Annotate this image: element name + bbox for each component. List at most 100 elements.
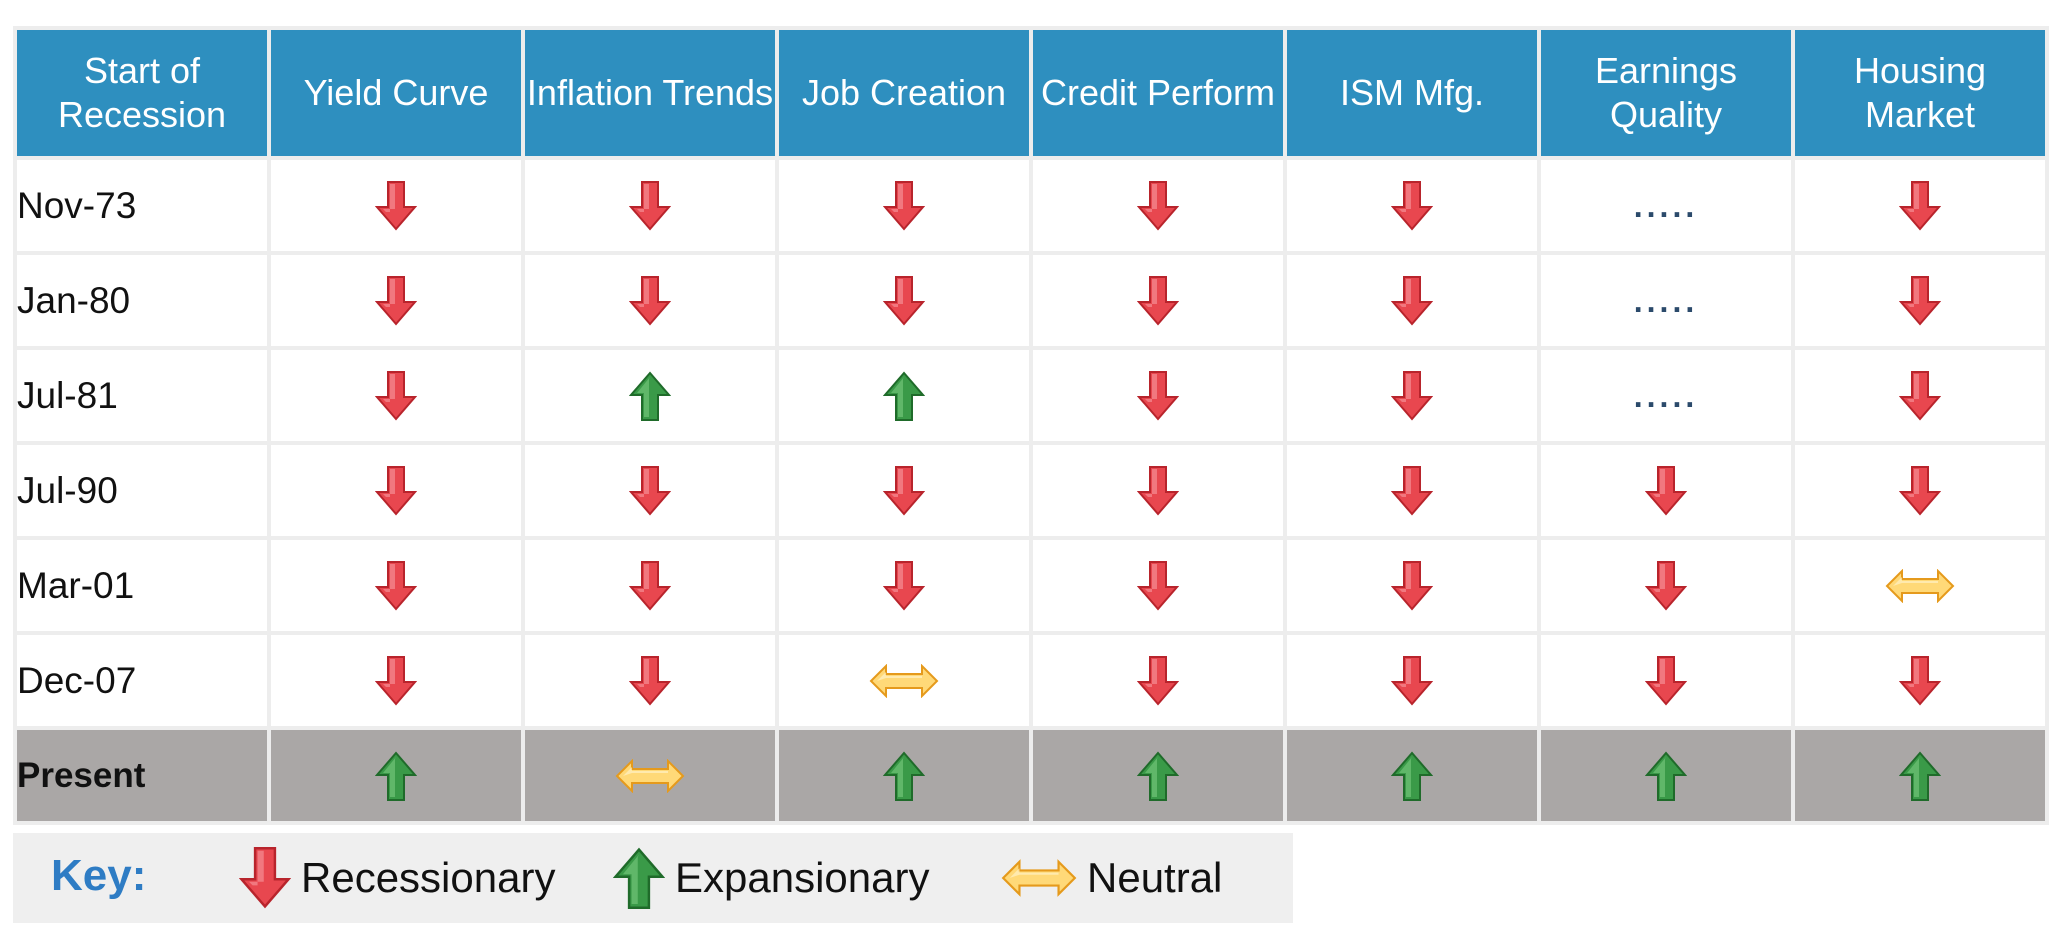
table-body: Nov-73..... Jan-80..... Jul-81..... Jul-90 M… — [17, 160, 2045, 821]
down-arrow-icon — [374, 180, 418, 231]
key-item-neutral: Neutral — [1001, 843, 1222, 913]
row-label: Jan-80 — [17, 255, 267, 346]
indicator-cell — [1287, 445, 1537, 536]
indicator-cell — [525, 540, 775, 631]
table-row: Jan-80..... — [17, 255, 2045, 346]
indicator-cell — [1033, 255, 1283, 346]
down-arrow-icon — [374, 370, 418, 421]
indicator-cell — [779, 350, 1029, 441]
indicator-cell — [1033, 635, 1283, 726]
up-arrow-icon — [882, 750, 926, 801]
neutral-arrow-icon — [615, 758, 685, 793]
indicator-cell — [779, 540, 1029, 631]
table-row: Dec-07 — [17, 635, 2045, 726]
indicator-cell — [271, 635, 521, 726]
key-legend: Key: Recessionary Expansionary Neutral — [13, 833, 1293, 923]
indicator-cell — [525, 635, 775, 726]
indicator-cell: ..... — [1541, 350, 1791, 441]
indicator-cell — [1287, 350, 1537, 441]
indicator-cell — [1033, 350, 1283, 441]
table-row: Present — [17, 730, 2045, 821]
down-arrow-icon — [1644, 560, 1688, 611]
indicator-cell — [1795, 540, 2045, 631]
table-row: Mar-01 — [17, 540, 2045, 631]
down-arrow-icon — [1898, 370, 1942, 421]
indicator-cell — [1795, 635, 2045, 726]
indicator-cell — [1033, 540, 1283, 631]
row-label: Dec-07 — [17, 635, 267, 726]
indicator-cell — [779, 160, 1029, 251]
down-arrow-icon — [882, 275, 926, 326]
down-arrow-icon — [238, 845, 292, 911]
indicator-cell — [779, 635, 1029, 726]
key-label: Recessionary — [301, 854, 556, 901]
down-arrow-icon — [1644, 465, 1688, 516]
indicator-cell — [1033, 160, 1283, 251]
indicator-cell — [779, 730, 1029, 821]
neutral-arrow-icon — [1885, 568, 1955, 603]
indicator-cell — [1287, 255, 1537, 346]
down-arrow-icon — [1390, 370, 1434, 421]
indicator-cell — [779, 255, 1029, 346]
down-arrow-icon — [1136, 655, 1180, 706]
indicator-cell: ..... — [1541, 160, 1791, 251]
down-arrow-icon — [1898, 275, 1942, 326]
down-arrow-icon — [1390, 465, 1434, 516]
down-arrow-icon — [628, 275, 672, 326]
row-label: Jul-81 — [17, 350, 267, 441]
indicator-cell — [271, 160, 521, 251]
recession-indicator-table: Start of Recession Yield Curve Inflation… — [13, 26, 2049, 825]
indicator-cell — [1541, 730, 1791, 821]
down-arrow-icon — [628, 465, 672, 516]
down-arrow-icon — [1136, 370, 1180, 421]
indicator-cell — [271, 730, 521, 821]
up-arrow-icon — [628, 370, 672, 421]
column-header: Yield Curve — [271, 30, 521, 156]
table-row: Jul-81..... — [17, 350, 2045, 441]
no-data-marker: ..... — [1633, 377, 1699, 414]
column-header: Earnings Quality — [1541, 30, 1791, 156]
up-arrow-icon — [1644, 750, 1688, 801]
down-arrow-icon — [1390, 655, 1434, 706]
column-header: Housing Market — [1795, 30, 2045, 156]
indicator-cell — [271, 540, 521, 631]
key-label: Expansionary — [675, 854, 930, 901]
indicator-cell — [1541, 540, 1791, 631]
indicator-cell — [525, 160, 775, 251]
row-label: Mar-01 — [17, 540, 267, 631]
column-header: Inflation Trends — [525, 30, 775, 156]
key-item-recessionary: Recessionary — [238, 843, 556, 913]
down-arrow-icon — [882, 180, 926, 231]
indicator-cell — [525, 255, 775, 346]
row-label: Jul-90 — [17, 445, 267, 536]
down-arrow-icon — [1644, 655, 1688, 706]
key-label: Neutral — [1087, 854, 1223, 901]
indicator-cell — [525, 350, 775, 441]
indicator-cell — [1541, 445, 1791, 536]
up-arrow-icon — [374, 750, 418, 801]
indicator-cell — [271, 350, 521, 441]
indicator-cell — [1287, 730, 1537, 821]
down-arrow-icon — [374, 560, 418, 611]
up-arrow-icon — [1898, 750, 1942, 801]
indicator-cell — [1795, 160, 2045, 251]
down-arrow-icon — [1136, 275, 1180, 326]
down-arrow-icon — [1898, 180, 1942, 231]
indicator-cell — [1287, 635, 1537, 726]
indicator-cell — [1033, 445, 1283, 536]
down-arrow-icon — [1390, 275, 1434, 326]
indicator-cell — [1795, 445, 2045, 536]
up-arrow-icon — [882, 370, 926, 421]
column-header: Start of Recession — [17, 30, 267, 156]
indicator-cell — [1795, 350, 2045, 441]
up-arrow-icon — [612, 845, 666, 911]
indicator-cell — [525, 730, 775, 821]
down-arrow-icon — [1136, 465, 1180, 516]
down-arrow-icon — [1898, 465, 1942, 516]
down-arrow-icon — [1390, 560, 1434, 611]
neutral-arrow-icon — [1001, 854, 1077, 902]
no-data-marker: ..... — [1633, 187, 1699, 224]
indicator-cell — [271, 255, 521, 346]
down-arrow-icon — [374, 465, 418, 516]
down-arrow-icon — [1136, 560, 1180, 611]
